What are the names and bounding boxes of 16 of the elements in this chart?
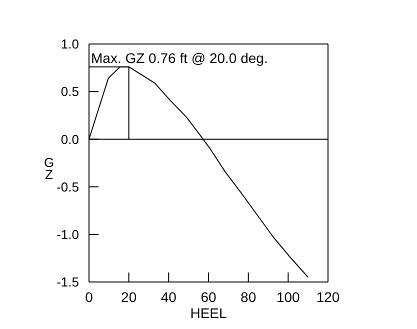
x-tick-label: 0 bbox=[85, 288, 94, 305]
y-tick-label: -0.5 bbox=[56, 179, 79, 194]
x-tick-label: 80 bbox=[240, 288, 256, 305]
y-tick-label: -1.0 bbox=[56, 227, 79, 242]
y-axis-title: GZ bbox=[44, 155, 54, 182]
x-tick-label: 120 bbox=[316, 288, 340, 305]
x-tick-label: 100 bbox=[276, 288, 300, 305]
y-tick-label: 0.0 bbox=[60, 132, 79, 147]
y-tick-label: 1.0 bbox=[60, 36, 79, 52]
y-tick-label: 0.5 bbox=[60, 84, 79, 100]
x-axis-title: HEEL bbox=[190, 305, 227, 321]
y-tick-label: -1.5 bbox=[56, 274, 79, 290]
annotation: Max. GZ 0.76 ft @ 20.0 deg. bbox=[91, 50, 268, 66]
x-tick-label: 40 bbox=[160, 288, 177, 305]
x-tick-label: 60 bbox=[200, 288, 216, 305]
x-tick-label: 20 bbox=[121, 288, 137, 305]
